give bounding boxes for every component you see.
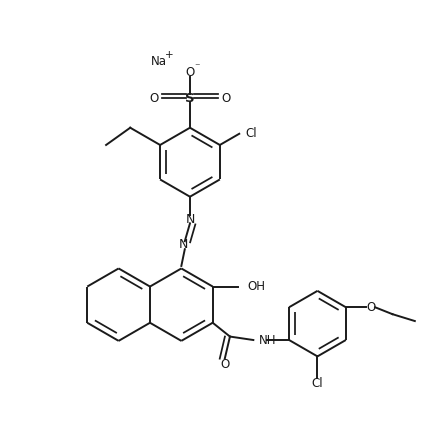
Text: Na: Na [150, 55, 166, 68]
Text: N: N [179, 239, 188, 251]
Text: S: S [185, 92, 195, 105]
Text: OH: OH [247, 280, 265, 293]
Text: Cl: Cl [245, 127, 257, 140]
Text: O: O [149, 92, 159, 105]
Text: +: + [165, 50, 174, 60]
Text: Cl: Cl [312, 377, 323, 390]
Text: NH: NH [259, 333, 276, 346]
Text: ⁻: ⁻ [195, 62, 200, 72]
Text: N: N [185, 212, 195, 226]
Text: O: O [220, 358, 230, 371]
Text: O: O [222, 92, 231, 105]
Text: O: O [185, 66, 195, 79]
Text: O: O [367, 301, 376, 314]
